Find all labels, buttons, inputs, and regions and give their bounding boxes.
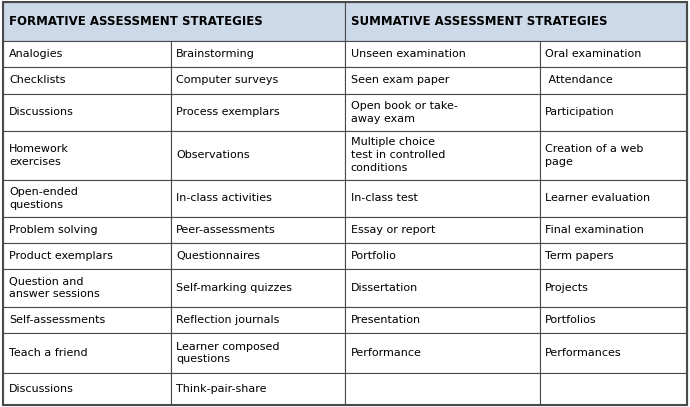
Text: Portfolios: Portfolios <box>545 315 597 325</box>
Text: Learner composed
questions: Learner composed questions <box>177 341 280 364</box>
Bar <box>540 306 687 333</box>
Text: Analogies: Analogies <box>9 49 63 59</box>
Text: Multiple choice
test in controlled
conditions: Multiple choice test in controlled condi… <box>351 138 445 173</box>
Bar <box>171 67 345 94</box>
Bar <box>3 67 171 94</box>
Text: Presentation: Presentation <box>351 315 421 325</box>
Bar <box>540 333 687 373</box>
Bar <box>345 67 540 94</box>
Text: Observations: Observations <box>177 150 250 160</box>
Bar <box>345 269 540 306</box>
Text: Projects: Projects <box>545 283 589 293</box>
Text: Seen exam paper: Seen exam paper <box>351 75 449 85</box>
Bar <box>3 41 171 67</box>
Bar <box>345 2 687 41</box>
Text: Performances: Performances <box>545 348 622 358</box>
Text: Open book or take-
away exam: Open book or take- away exam <box>351 101 457 124</box>
Bar <box>3 243 171 269</box>
Bar <box>171 217 345 243</box>
Text: Term papers: Term papers <box>545 251 614 261</box>
Text: Question and
answer sessions: Question and answer sessions <box>9 277 100 300</box>
Text: Problem solving: Problem solving <box>9 225 97 235</box>
Text: Essay or report: Essay or report <box>351 225 435 235</box>
Text: Brainstorming: Brainstorming <box>177 49 255 59</box>
Text: Checklists: Checklists <box>9 75 66 85</box>
Text: Attendance: Attendance <box>545 75 613 85</box>
Text: Self-assessments: Self-assessments <box>9 315 105 325</box>
Text: In-class activities: In-class activities <box>177 193 272 203</box>
Bar <box>345 306 540 333</box>
Bar <box>540 243 687 269</box>
Text: Portfolio: Portfolio <box>351 251 396 261</box>
Text: Unseen examination: Unseen examination <box>351 49 465 59</box>
Text: Performance: Performance <box>351 348 422 358</box>
Bar <box>345 179 540 217</box>
Bar <box>3 333 171 373</box>
Bar <box>171 41 345 67</box>
Bar <box>3 179 171 217</box>
Text: Final examination: Final examination <box>545 225 644 235</box>
Bar <box>540 373 687 405</box>
Bar <box>540 179 687 217</box>
Bar <box>345 131 540 179</box>
Text: Open-ended
questions: Open-ended questions <box>9 187 78 210</box>
Text: Discussions: Discussions <box>9 384 74 394</box>
Bar <box>540 67 687 94</box>
Text: Think-pair-share: Think-pair-share <box>177 384 267 394</box>
Bar <box>3 94 171 131</box>
Text: Homework
exercises: Homework exercises <box>9 144 69 166</box>
Text: FORMATIVE ASSESSMENT STRATEGIES: FORMATIVE ASSESSMENT STRATEGIES <box>9 15 263 28</box>
Bar <box>345 243 540 269</box>
Bar <box>171 94 345 131</box>
Bar <box>3 217 171 243</box>
Bar <box>345 94 540 131</box>
Text: In-class test: In-class test <box>351 193 417 203</box>
Bar <box>171 333 345 373</box>
Bar <box>345 217 540 243</box>
Bar <box>540 94 687 131</box>
Bar <box>171 269 345 306</box>
Text: Creation of a web
page: Creation of a web page <box>545 144 644 166</box>
Text: Peer-assessments: Peer-assessments <box>177 225 276 235</box>
Bar <box>3 306 171 333</box>
Bar <box>171 306 345 333</box>
Bar <box>3 2 345 41</box>
Text: Learner evaluation: Learner evaluation <box>545 193 651 203</box>
Bar <box>171 179 345 217</box>
Bar <box>345 333 540 373</box>
Text: Questionnaires: Questionnaires <box>177 251 260 261</box>
Bar <box>3 269 171 306</box>
Bar <box>345 373 540 405</box>
Text: Self-marking quizzes: Self-marking quizzes <box>177 283 293 293</box>
Bar <box>3 131 171 179</box>
Bar <box>171 243 345 269</box>
Text: Participation: Participation <box>545 107 615 117</box>
Text: Teach a friend: Teach a friend <box>9 348 88 358</box>
Text: Computer surveys: Computer surveys <box>177 75 279 85</box>
Bar <box>171 373 345 405</box>
Bar <box>171 131 345 179</box>
Bar <box>540 131 687 179</box>
Bar <box>540 41 687 67</box>
Text: Discussions: Discussions <box>9 107 74 117</box>
Bar <box>345 41 540 67</box>
Text: Dissertation: Dissertation <box>351 283 417 293</box>
Text: Process exemplars: Process exemplars <box>177 107 280 117</box>
Text: Reflection journals: Reflection journals <box>177 315 279 325</box>
Text: Oral examination: Oral examination <box>545 49 642 59</box>
Text: Product exemplars: Product exemplars <box>9 251 113 261</box>
Bar <box>540 269 687 306</box>
Bar <box>540 217 687 243</box>
Text: SUMMATIVE ASSESSMENT STRATEGIES: SUMMATIVE ASSESSMENT STRATEGIES <box>351 15 607 28</box>
Bar <box>3 373 171 405</box>
